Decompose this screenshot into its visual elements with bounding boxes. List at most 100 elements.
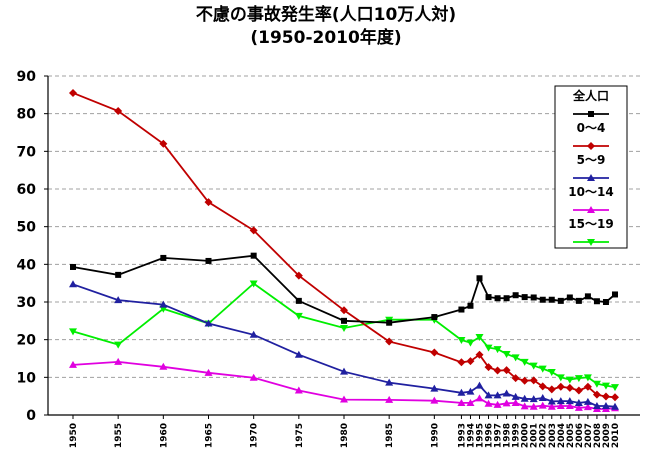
data-point bbox=[493, 400, 502, 408]
x-tick-label: 2000 bbox=[521, 423, 531, 448]
data-point bbox=[556, 401, 565, 409]
data-point bbox=[467, 302, 474, 309]
x-tick-label: 1994 bbox=[466, 423, 476, 448]
series-2 bbox=[69, 280, 619, 410]
data-point bbox=[484, 363, 493, 372]
data-point bbox=[494, 295, 501, 302]
data-point bbox=[294, 271, 303, 280]
data-point bbox=[484, 344, 493, 352]
data-point bbox=[601, 382, 610, 390]
series-0 bbox=[70, 252, 618, 326]
x-tick-label: 1955 bbox=[114, 423, 124, 448]
x-tick-label: 1965 bbox=[205, 423, 215, 448]
x-tick-label: 2008 bbox=[593, 423, 603, 448]
data-point bbox=[159, 362, 168, 370]
data-point bbox=[557, 297, 564, 304]
x-tick-label: 1999 bbox=[512, 423, 522, 448]
data-point bbox=[503, 295, 510, 302]
data-point bbox=[114, 357, 123, 365]
data-point bbox=[566, 294, 573, 301]
y-tick-label: 90 bbox=[17, 69, 37, 85]
y-tick-label: 80 bbox=[17, 107, 37, 123]
x-tick-label: 1960 bbox=[159, 423, 169, 448]
data-point bbox=[592, 390, 601, 399]
data-point bbox=[520, 394, 529, 402]
data-point bbox=[69, 360, 77, 368]
data-point bbox=[529, 402, 538, 410]
legend-label: 全人口 bbox=[572, 88, 609, 103]
data-point bbox=[114, 296, 123, 304]
x-tick-label: 1993 bbox=[457, 423, 467, 448]
data-point bbox=[493, 346, 502, 354]
data-point bbox=[475, 350, 484, 359]
data-point bbox=[294, 386, 303, 394]
data-point bbox=[457, 337, 466, 345]
series-1 bbox=[69, 88, 619, 402]
data-point bbox=[556, 397, 565, 405]
x-tick-labels: 1950 1955 1960 1965 1970 1975 1980 1985 1990 1993… bbox=[69, 415, 621, 448]
data-point bbox=[511, 354, 520, 362]
data-point bbox=[249, 280, 258, 288]
data-point bbox=[295, 297, 302, 304]
data-point bbox=[592, 380, 601, 388]
data-point bbox=[593, 298, 600, 305]
data-point bbox=[484, 391, 493, 399]
data-point bbox=[565, 376, 574, 384]
legend-item: 10～14 bbox=[568, 185, 614, 213]
data-point bbox=[502, 389, 511, 397]
data-point bbox=[386, 319, 393, 326]
legend-label: 0～4 bbox=[577, 121, 606, 135]
data-point bbox=[249, 373, 258, 381]
data-point bbox=[475, 334, 484, 342]
series-group bbox=[69, 88, 619, 412]
data-point bbox=[385, 378, 394, 386]
y-tick-label: 30 bbox=[17, 295, 37, 311]
data-point bbox=[511, 374, 520, 383]
data-point bbox=[530, 294, 537, 301]
data-point bbox=[529, 376, 538, 385]
x-tick-label: 2006 bbox=[575, 423, 585, 448]
legend-item: 5～9 bbox=[573, 153, 609, 181]
x-tick-label: 1998 bbox=[503, 423, 513, 448]
data-point bbox=[484, 399, 493, 407]
data-point bbox=[205, 257, 212, 264]
data-point bbox=[466, 387, 475, 395]
data-point bbox=[249, 226, 258, 235]
data-point bbox=[115, 271, 122, 278]
x-tick-label: 1990 bbox=[430, 423, 440, 448]
data-point bbox=[385, 337, 394, 346]
x-tick-label: 1985 bbox=[385, 423, 395, 448]
data-point bbox=[574, 386, 583, 395]
data-point bbox=[587, 174, 595, 181]
data-point bbox=[250, 252, 257, 259]
x-tick-label: 2003 bbox=[548, 423, 558, 448]
data-point bbox=[475, 381, 484, 389]
legend-item: 15～19 bbox=[568, 217, 614, 246]
data-point bbox=[520, 358, 529, 366]
x-tick-label: 1950 bbox=[69, 423, 79, 448]
data-point bbox=[340, 395, 348, 403]
data-point bbox=[466, 398, 475, 406]
y-tick-label: 40 bbox=[17, 257, 37, 273]
y-tick-label: 10 bbox=[17, 370, 37, 386]
data-point bbox=[602, 299, 609, 305]
data-point bbox=[340, 324, 348, 332]
data-point bbox=[584, 293, 591, 300]
legend-item: 全人口 bbox=[572, 88, 609, 117]
y-tick-label: 0 bbox=[26, 408, 36, 424]
data-point bbox=[204, 198, 213, 207]
gridlines bbox=[48, 75, 640, 378]
data-point bbox=[583, 374, 592, 382]
x-tick-label: 2009 bbox=[602, 423, 612, 448]
data-point bbox=[476, 275, 483, 282]
legend-label: 15～19 bbox=[568, 217, 613, 231]
x-tick-label: 2005 bbox=[566, 423, 576, 448]
x-tick-label: 2004 bbox=[557, 423, 567, 448]
data-point bbox=[114, 107, 123, 116]
x-tick-label: 2010 bbox=[611, 423, 621, 448]
series-line bbox=[72, 92, 616, 399]
y-tick-label: 60 bbox=[17, 182, 37, 198]
data-point bbox=[502, 350, 511, 358]
data-point bbox=[565, 383, 574, 392]
data-point bbox=[511, 392, 520, 400]
